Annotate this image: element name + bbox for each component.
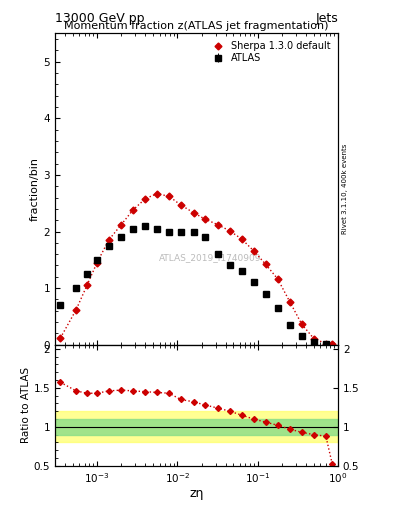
X-axis label: zη: zη [189,487,204,500]
Sherpa 1.3.0 default [155,190,160,197]
Sherpa 1.3.0 default [239,236,244,242]
Sherpa 1.3.0 default [107,237,111,243]
Sherpa 1.3.0 default [74,307,79,313]
Sherpa 1.3.0 default [130,207,135,213]
Sherpa 1.3.0 default [299,322,304,328]
Title: Momentum fraction z(ATLAS jet fragmentation): Momentum fraction z(ATLAS jet fragmentat… [64,21,329,31]
Text: ATLAS_2019_I1740909: ATLAS_2019_I1740909 [160,253,262,262]
Sherpa 1.3.0 default [228,228,232,234]
Sherpa 1.3.0 default [215,222,220,228]
Sherpa 1.3.0 default [311,335,316,342]
Text: Jets: Jets [315,12,338,25]
Sherpa 1.3.0 default [275,276,280,282]
Sherpa 1.3.0 default [202,216,207,222]
Sherpa 1.3.0 default [287,298,292,305]
Sherpa 1.3.0 default [58,335,63,341]
Text: 13000 GeV pp: 13000 GeV pp [55,12,145,25]
Line: Sherpa 1.3.0 default: Sherpa 1.3.0 default [58,191,335,347]
Legend: Sherpa 1.3.0 default, ATLAS: Sherpa 1.3.0 default, ATLAS [208,38,333,66]
Y-axis label: fraction/bin: fraction/bin [29,157,39,221]
Sherpa 1.3.0 default [263,261,268,267]
Sherpa 1.3.0 default [143,196,148,202]
Sherpa 1.3.0 default [84,282,89,288]
Bar [55,411,338,442]
Sherpa 1.3.0 default [251,248,256,254]
Sherpa 1.3.0 default [191,210,196,216]
Sherpa 1.3.0 default [95,260,99,266]
Bar [55,419,338,435]
Y-axis label: Ratio to ATLAS: Ratio to ATLAS [21,367,31,443]
Sherpa 1.3.0 default [323,340,328,347]
Sherpa 1.3.0 default [330,342,335,348]
Sherpa 1.3.0 default [119,222,123,228]
Sherpa 1.3.0 default [167,194,171,200]
Sherpa 1.3.0 default [178,202,183,208]
Y-axis label: Rivet 3.1.10, 400k events: Rivet 3.1.10, 400k events [342,144,348,234]
